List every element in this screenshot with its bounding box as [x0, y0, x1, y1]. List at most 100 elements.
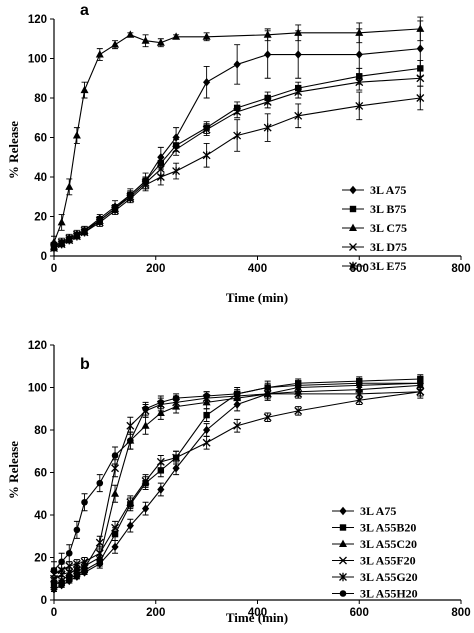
series-5: [50, 85, 425, 253]
legend-label: 3L E75: [370, 259, 406, 273]
data-point: [65, 182, 74, 190]
x-axis-title: Time (min): [226, 290, 288, 305]
data-point: [126, 421, 135, 430]
data-point: [355, 379, 363, 387]
legend-marker: [339, 572, 347, 582]
y-tick-label: 20: [34, 553, 47, 565]
data-point: [126, 521, 134, 530]
data-point: [157, 399, 165, 406]
legend-label: 3L A75: [360, 504, 396, 518]
data-point: [203, 425, 211, 435]
legend-entry: 3L C75: [342, 221, 407, 235]
data-point: [57, 570, 66, 579]
data-point: [416, 93, 425, 103]
x-axis-title: Time (min): [226, 610, 288, 625]
data-point: [95, 50, 104, 58]
data-point: [141, 36, 150, 44]
x-tick-label: 200: [146, 263, 165, 275]
data-point: [126, 30, 135, 38]
legend-label: 3L A55G20: [360, 570, 418, 584]
y-tick-label: 60: [34, 468, 47, 480]
y-tick-label: 120: [28, 14, 47, 26]
x-tick-label: 800: [451, 607, 470, 619]
legend-marker: [349, 185, 357, 195]
y-tick-label: 80: [34, 425, 47, 437]
legend-label: 3L A55F20: [360, 554, 416, 568]
data-point: [355, 50, 363, 59]
series-2: [50, 60, 424, 252]
data-point: [65, 568, 74, 577]
series-marks: [50, 374, 425, 594]
data-point: [141, 180, 150, 190]
data-point: [141, 421, 150, 429]
data-point: [96, 479, 104, 487]
data-point: [294, 111, 303, 120]
data-point: [72, 232, 81, 241]
legend-entry: 3L A75: [332, 504, 396, 518]
series-6: [50, 378, 424, 580]
data-point: [355, 101, 364, 111]
data-point: [202, 32, 211, 40]
legend-entry: 3L A55G20: [332, 570, 418, 584]
data-point: [417, 65, 424, 72]
legend: 3L A75 3L B75 3L C75 3L D75 3L E75: [342, 183, 407, 273]
data-point: [263, 123, 272, 132]
data-point: [294, 50, 302, 59]
data-point: [111, 464, 120, 473]
data-point: [95, 538, 104, 547]
data-point: [73, 526, 81, 534]
data-point: [57, 218, 66, 226]
legend-marker: [349, 261, 357, 271]
data-point: [142, 405, 149, 413]
x-tick-label: 0: [51, 607, 57, 619]
data-point: [111, 489, 120, 497]
legend-label: 3L A75: [370, 183, 406, 197]
legend-marker: [339, 556, 347, 565]
y-tick-label: 100: [28, 54, 47, 66]
data-point: [50, 243, 58, 253]
data-point: [355, 385, 364, 393]
data-point: [233, 421, 242, 430]
x-tick-label: 400: [248, 263, 267, 275]
y-axis-title: % Release: [6, 441, 21, 499]
chart-panel-b: b % Release Time (min) 0 20 40 60 80 100 120 0 2…: [6, 340, 471, 625]
series-line: [53, 67, 421, 249]
data-point: [233, 107, 242, 116]
data-point: [172, 145, 181, 154]
data-point: [141, 477, 150, 485]
data-point: [126, 498, 135, 507]
y-axis-title: % Release: [6, 121, 21, 179]
x-tick-label: 400: [248, 607, 267, 619]
data-point: [233, 390, 241, 398]
data-point: [294, 88, 303, 97]
data-point: [233, 60, 241, 69]
legend-entry: 3L D75: [342, 240, 407, 254]
legend-label: 3L C75: [370, 221, 407, 235]
legend-marker: [339, 524, 347, 531]
legend-entry: 3L A55H20: [332, 587, 418, 601]
data-point: [172, 464, 180, 473]
data-point: [202, 151, 211, 160]
data-point: [95, 549, 104, 558]
data-point: [294, 28, 303, 36]
data-point: [294, 389, 303, 399]
legend-entry: 3L B75: [342, 202, 406, 216]
legend-entry: 3L A75: [342, 183, 406, 197]
legend-entry: 3L A55F20: [332, 554, 416, 568]
data-point: [80, 85, 89, 94]
y-tick-label: 60: [34, 133, 47, 145]
data-point: [156, 408, 165, 416]
x-tick-label: 0: [51, 263, 57, 275]
data-point: [81, 498, 88, 506]
data-point: [416, 44, 424, 53]
panel-label: b: [80, 356, 90, 373]
data-point: [203, 411, 210, 419]
x-tick-label: 200: [146, 607, 165, 619]
data-point: [58, 558, 65, 566]
data-point: [294, 406, 303, 415]
y-tick-label: 120: [28, 340, 47, 352]
data-point: [111, 206, 120, 215]
x-tick-label: 800: [451, 263, 470, 275]
chart-panel-a: a % Release Time (min) 0 20 40 60 80 100 120 0 2…: [6, 2, 471, 305]
